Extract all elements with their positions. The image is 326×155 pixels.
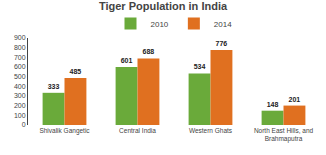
svg-text:Central India: Central India: [119, 127, 156, 134]
svg-text:100: 100: [14, 112, 26, 119]
svg-text:776: 776: [216, 40, 228, 47]
svg-text:800: 800: [14, 44, 26, 51]
svg-text:148: 148: [267, 101, 279, 108]
svg-text:688: 688: [143, 48, 155, 55]
svg-text:900: 900: [14, 34, 26, 41]
svg-text:333: 333: [48, 83, 60, 90]
svg-text:485: 485: [70, 68, 82, 75]
svg-text:North East Hills, andBrahmaput: North East Hills, andBrahmaputra: [254, 127, 314, 143]
svg-text:201: 201: [289, 96, 301, 103]
svg-text:Western Ghats: Western Ghats: [189, 127, 233, 134]
svg-text:500: 500: [14, 73, 26, 80]
svg-text:Shivalik Gangetic: Shivalik Gangetic: [39, 127, 90, 135]
svg-text:601: 601: [121, 57, 133, 64]
svg-text:534: 534: [194, 63, 206, 70]
svg-text:2010: 2010: [151, 20, 169, 29]
svg-text:Tiger Population in India: Tiger Population in India: [99, 0, 228, 12]
svg-text:200: 200: [14, 102, 26, 109]
svg-text:2014: 2014: [214, 20, 232, 29]
svg-text:400: 400: [14, 83, 26, 90]
svg-text:0: 0: [22, 121, 26, 128]
svg-text:600: 600: [14, 63, 26, 70]
svg-text:700: 700: [14, 54, 26, 61]
svg-text:300: 300: [14, 92, 26, 99]
